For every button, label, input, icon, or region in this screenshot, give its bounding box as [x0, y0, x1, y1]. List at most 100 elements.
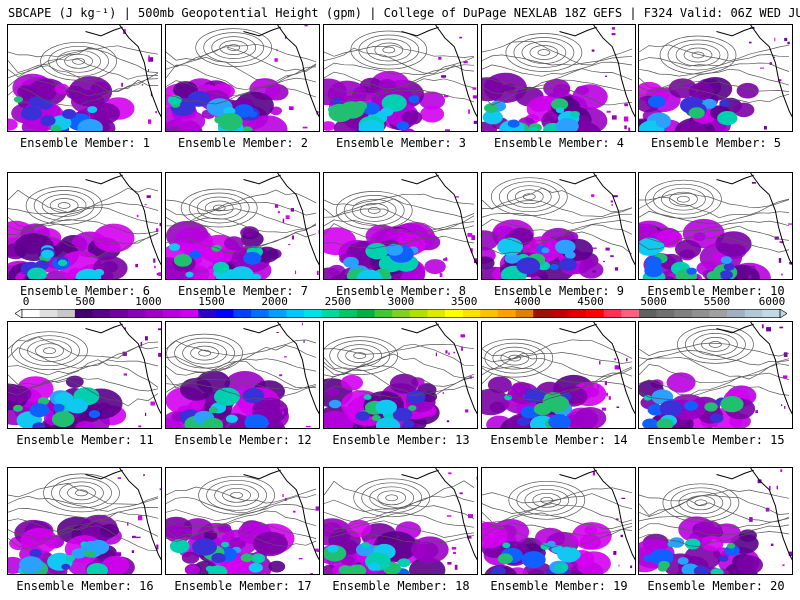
- cape-shading: [8, 474, 161, 574]
- colorbar-swatch: [497, 309, 516, 318]
- alaska-coastline: [401, 323, 439, 334]
- colorbar-swatch: [57, 309, 76, 318]
- alaska-coastline: [401, 174, 439, 185]
- ensemble-panel: [638, 172, 793, 280]
- ensemble-member-label: Ensemble Member: 8: [335, 284, 467, 298]
- cape-height-map: [639, 322, 792, 428]
- height-contours: [482, 480, 633, 548]
- colorbar-swatch: [198, 309, 217, 318]
- ensemble-panel: [323, 321, 478, 429]
- colorbar-swatch: [603, 309, 622, 318]
- alaska-coastline: [85, 323, 123, 334]
- ensemble-member-label: Ensemble Member: 19: [490, 579, 628, 593]
- coastline: [750, 25, 792, 118]
- colorbar-tick-label: 1500: [198, 295, 225, 308]
- cape-shading: [324, 196, 477, 279]
- cape-shading: [324, 36, 477, 131]
- coastline: [750, 322, 792, 415]
- cape-shading: [639, 324, 788, 428]
- alaska-coastline: [559, 469, 597, 480]
- cape-height-map: [166, 468, 319, 574]
- height-contours: [482, 338, 633, 402]
- colorbar-swatch: [356, 309, 375, 318]
- height-contours: [8, 331, 159, 407]
- ensemble-panel: [481, 321, 636, 429]
- sbcape-colorbar: [15, 309, 787, 318]
- cape-height-map: [166, 25, 319, 131]
- coastline: [593, 173, 635, 266]
- ensemble-panel: [323, 467, 478, 575]
- coastline: [277, 25, 319, 118]
- cape-shading: [482, 471, 633, 574]
- colorbar-swatch: [110, 309, 129, 318]
- colorbar-swatch: [621, 309, 640, 318]
- colorbar-swatch: [533, 309, 552, 318]
- colorbar-swatch: [691, 309, 710, 318]
- height-contours: [482, 33, 633, 106]
- coastline: [435, 173, 477, 266]
- colorbar-swatch: [39, 309, 58, 318]
- ensemble-panel: [481, 467, 636, 575]
- cape-shading: [639, 469, 792, 574]
- cape-shading: [639, 182, 792, 279]
- ensemble-member-label: Ensemble Member: 1: [19, 136, 151, 150]
- cape-height-map: [8, 468, 161, 574]
- ensemble-member-label: Ensemble Member: 2: [177, 136, 309, 150]
- height-contours: [639, 179, 790, 253]
- ensemble-member-label: Ensemble Member: 6: [19, 284, 151, 298]
- cape-height-map: [639, 173, 792, 279]
- alaska-coastline: [559, 323, 597, 334]
- ensemble-member-label: Ensemble Member: 10: [647, 284, 785, 298]
- ensemble-panel: [7, 24, 162, 132]
- colorbar-tick-label: 5500: [703, 295, 731, 308]
- cape-height-map: [166, 322, 319, 428]
- ensemble-member-label: Ensemble Member: 12: [174, 433, 312, 447]
- cape-height-map: [639, 25, 792, 131]
- ensemble-panel: [7, 172, 162, 280]
- colorbar-tick-label: 6000: [758, 295, 786, 308]
- colorbar-swatch: [321, 309, 340, 318]
- alaska-coastline: [716, 323, 754, 334]
- ensemble-member-label: Ensemble Member: 17: [174, 579, 312, 593]
- cape-height-map: [8, 173, 161, 279]
- ensemble-member-label: Ensemble Member: 9: [493, 284, 625, 298]
- colorbar-swatch: [392, 309, 411, 318]
- coastline: [435, 468, 477, 561]
- alaska-coastline: [559, 174, 597, 185]
- colorbar-swatch: [480, 309, 499, 318]
- cape-shading: [639, 27, 790, 131]
- coastline: [593, 468, 635, 561]
- height-contours: [639, 483, 790, 547]
- colorbar-swatch: [145, 309, 164, 318]
- cape-height-map: [482, 468, 635, 574]
- colorbar-swatch: [462, 309, 481, 318]
- cape-height-map: [324, 322, 477, 428]
- height-contours: [166, 333, 317, 401]
- alaska-coastline: [85, 174, 123, 185]
- alaska-coastline: [401, 469, 439, 480]
- height-contours: [8, 473, 159, 551]
- colorbar-swatch: [550, 309, 569, 318]
- cape-shading: [166, 25, 319, 131]
- colorbar-max-arrow: [779, 309, 787, 318]
- alaska-coastline: [243, 469, 281, 480]
- alaska-coastline: [559, 26, 597, 37]
- cape-height-map: [8, 25, 161, 131]
- alaska-coastline: [243, 26, 281, 37]
- colorbar-tick-label: 1000: [135, 295, 162, 308]
- cape-height-map: [166, 173, 319, 279]
- coastline: [435, 25, 477, 118]
- coastline: [750, 468, 792, 561]
- ensemble-member-label: Ensemble Member: 13: [332, 433, 470, 447]
- ensemble-member-label: Ensemble Member: 20: [647, 579, 785, 593]
- height-contours: [324, 30, 475, 103]
- colorbar-tick-label: 500: [75, 295, 96, 308]
- height-contours: [639, 325, 790, 400]
- alaska-coastline: [401, 26, 439, 37]
- coastline: [750, 173, 792, 266]
- alaska-coastline: [716, 174, 754, 185]
- cape-height-map: [324, 25, 477, 131]
- ensemble-panel: [323, 24, 478, 132]
- coastline: [119, 25, 161, 118]
- colorbar-swatch: [674, 309, 693, 318]
